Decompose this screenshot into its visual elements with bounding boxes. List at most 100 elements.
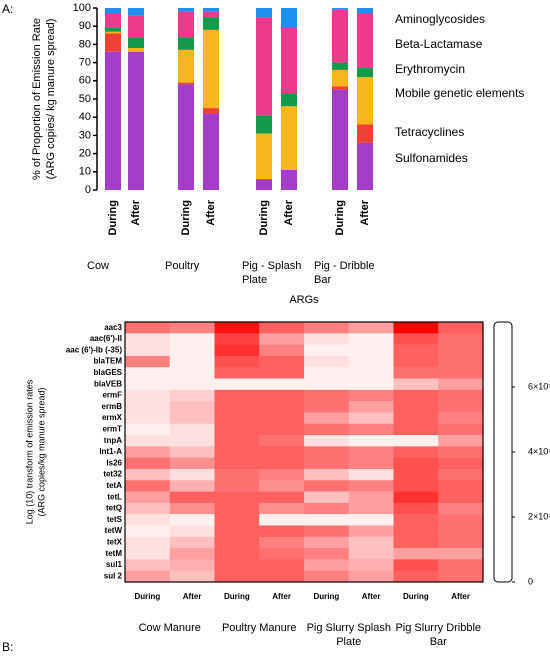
heatmap-cell	[125, 570, 171, 583]
row-label: tetS	[107, 515, 123, 524]
heatmap-cell	[169, 355, 215, 368]
panel-label: A:	[2, 2, 13, 16]
heatmap-cell	[348, 457, 394, 470]
heatmap-cell	[348, 480, 394, 492]
x-tick-label: After	[205, 199, 217, 225]
heatmap-cell	[169, 457, 215, 470]
heatmap-cell	[125, 559, 171, 571]
heatmap-cell	[304, 491, 350, 504]
group-label: Cow	[87, 260, 110, 272]
heatmap-cell	[393, 435, 439, 447]
row-label: blaTEM	[94, 357, 123, 366]
heatmap-cell	[438, 502, 484, 515]
heatmap-cell	[393, 536, 439, 549]
heatmap-cell	[304, 322, 350, 334]
heatmap-cell	[169, 491, 215, 504]
heatmap-cell	[393, 570, 439, 583]
heatmap-cell	[214, 333, 260, 345]
bar-segment	[357, 77, 373, 125]
heatmap-cell	[214, 480, 260, 492]
heatmap-cell	[348, 525, 394, 538]
heatmap-cell	[348, 446, 394, 458]
heatmap-cell	[393, 401, 439, 413]
heatmap-cell	[348, 435, 394, 447]
heatmap-cell	[169, 378, 215, 391]
x-tick-label: During	[180, 200, 192, 235]
heatmap-cell	[125, 344, 171, 357]
heatmap-cell	[438, 536, 484, 549]
row-label: ermX	[102, 413, 123, 422]
heatmap-cell	[438, 570, 484, 583]
y-axis-label: (ARG copies/ kg manure spread)	[45, 19, 57, 180]
colorbar-tick-label: 4×10⁷	[528, 446, 550, 456]
x-tick-label: During	[403, 592, 429, 601]
heatmap-cell	[125, 322, 171, 334]
heatmap-cell	[125, 435, 171, 447]
bar-segment	[332, 86, 348, 90]
heatmap-cell	[259, 322, 305, 334]
bar-segment	[128, 51, 144, 191]
group-label: Pig Slurry Dribble Bar	[395, 622, 482, 648]
heatmap-cell	[214, 322, 260, 334]
heatmap-cell	[393, 322, 439, 334]
heatmap-cell	[304, 502, 350, 515]
legend-item: Mobile genetic elements	[395, 86, 545, 118]
heatmap-cell	[214, 367, 260, 379]
bar-segment	[256, 179, 272, 190]
row-label: sul1	[106, 560, 123, 569]
bar-segment	[105, 28, 121, 32]
heatmap-cell	[259, 401, 305, 413]
x-tick-label: During	[258, 200, 270, 235]
bar-segment	[128, 15, 144, 38]
heatmap-cell	[125, 401, 171, 413]
row-label: tnpA	[104, 436, 122, 445]
row-label: aac (6')-Ib (-35)	[66, 345, 122, 354]
heatmap-cell	[393, 457, 439, 470]
heatmap-cell	[348, 401, 394, 413]
heatmap-cell	[393, 446, 439, 458]
heatmap-cell	[348, 548, 394, 560]
heatmap-cell	[214, 378, 260, 391]
bar-segment	[105, 8, 121, 14]
heatmap-cell	[304, 378, 350, 391]
bar-segment	[203, 108, 219, 114]
heatmap-cell	[393, 367, 439, 379]
heatmap-cell	[125, 367, 171, 379]
heatmap-cell	[393, 378, 439, 391]
bar-segment	[256, 17, 272, 116]
heatmap-cell	[169, 468, 215, 481]
row-label: ermF	[102, 391, 122, 400]
heatmap-cell	[304, 401, 350, 413]
heatmap-cell	[259, 457, 305, 470]
bar-segment	[105, 51, 121, 191]
heatmap-cell	[393, 525, 439, 538]
heatmap-cell	[259, 355, 305, 368]
heatmap-cell	[393, 559, 439, 571]
row-label: aac3	[104, 323, 122, 332]
bar-segment	[332, 8, 348, 10]
heatmap-cell	[125, 502, 171, 515]
heatmap-cell	[393, 333, 439, 345]
heatmap-cell	[438, 491, 484, 504]
bar-segment	[178, 84, 194, 190]
bar-segment	[203, 29, 219, 109]
x-tick-label: During	[224, 592, 250, 601]
heatmap-cell	[438, 401, 484, 413]
heatmap-cell	[348, 423, 394, 436]
heatmap-cell	[348, 502, 394, 515]
heatmap-cell	[169, 559, 215, 571]
legend-label: Mobile genetic elements	[395, 86, 525, 100]
heatmap-cell	[393, 389, 439, 402]
heatmap-cell	[304, 514, 350, 526]
row-label: blaGES	[94, 368, 123, 377]
heatmap-cell	[304, 333, 350, 345]
heatmap-cell	[169, 514, 215, 526]
heatmap-cell	[214, 570, 260, 583]
heatmap-cell	[304, 548, 350, 560]
row-label: tetQ	[106, 504, 122, 513]
x-tick-label: During	[334, 200, 346, 235]
heatmap-cell	[125, 423, 171, 436]
heatmap-cell	[214, 446, 260, 458]
heatmap-cell	[438, 423, 484, 436]
heatmap-cell	[438, 514, 484, 526]
